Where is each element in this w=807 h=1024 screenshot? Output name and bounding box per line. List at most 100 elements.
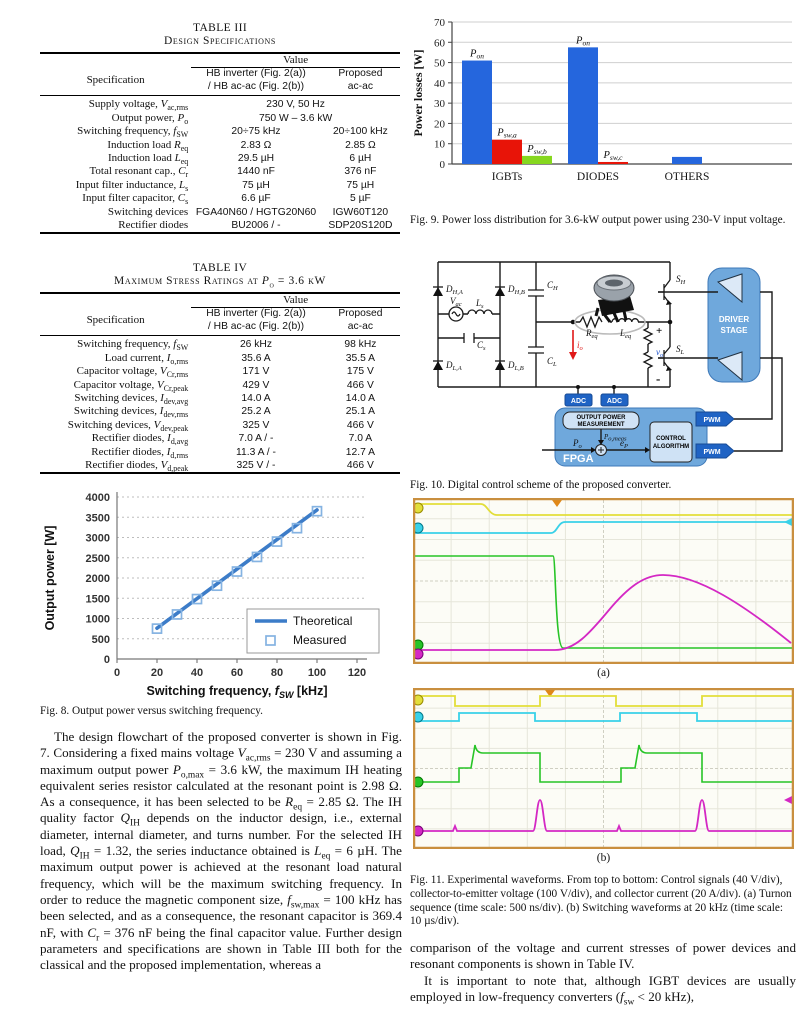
pwm2-label: PWM: [703, 449, 720, 456]
ac-source-branch: Vac Ls Cs: [438, 296, 500, 352]
pwm1-wire: [734, 291, 773, 420]
trigger-marker-icon: [552, 500, 562, 507]
table-iii-block: TABLE III Design Specifications Value Spe…: [40, 22, 400, 235]
trigger-marker-icon: [545, 690, 555, 697]
right-marker-icon: [784, 518, 792, 526]
table-row: Supply voltage, Vac,rms 230 V, 50 Hz: [88, 98, 325, 113]
scope-frame: [413, 498, 794, 664]
svg-text:1000: 1000: [86, 614, 110, 626]
table-iv-title: TABLE IV Maximum Stress Ratings at Po = …: [40, 262, 400, 289]
svg-text:Theoretical: Theoretical: [293, 614, 352, 628]
fig10-circuit-diagram: DH,A DH,B DL,A DL,B Vac Ls Cs CH CL Re: [433, 261, 783, 467]
ch3-marker-icon: [413, 776, 424, 788]
ca-line1: CONTROL: [656, 436, 686, 442]
paragraph: comparison of the voltage and current st…: [410, 940, 796, 972]
svg-text:OTHERS: OTHERS: [665, 171, 710, 183]
svg-text:Psw,b: Psw,b: [526, 144, 547, 156]
label-dla: DL,A: [445, 360, 462, 372]
label-leq: Leq: [619, 328, 632, 340]
table-header-row: Value: [40, 293, 400, 309]
voltage-divider: + vo -: [642, 322, 664, 387]
trace-collector-emitter-voltage: [415, 744, 792, 783]
ch2-marker-icon: [413, 522, 424, 534]
trace-control-signal-1: [415, 503, 792, 516]
diode-dha-icon: [433, 286, 443, 296]
fig10-caption: Fig. 10. Digital control scheme of the p…: [410, 479, 672, 491]
fpga-block: OUTPUT POWER MEASUREMENT Po Po,meas eP C…: [542, 291, 783, 467]
svg-text:40: 40: [191, 667, 203, 679]
svg-text:60: 60: [231, 667, 243, 679]
svg-text:3500: 3500: [86, 512, 110, 524]
fig11-caption: Fig. 11. Experimental waveforms. From to…: [410, 874, 792, 928]
ch-capacitor-icon: [528, 289, 544, 297]
req-resistor-icon: [579, 315, 603, 329]
ca-line2: ALGORITHM: [653, 444, 689, 450]
label-req: Req: [585, 328, 598, 340]
igbt-sl-icon: [658, 346, 672, 371]
svg-text:Pon: Pon: [575, 35, 590, 47]
ac-source-icon: [448, 306, 464, 322]
trace-collector-current: [415, 799, 792, 832]
svg-text:3000: 3000: [86, 533, 110, 545]
stress-ratings-table: Value Specification HB inverter (Fig. 2(a)…: [40, 292, 400, 475]
bus-wires: [437, 261, 670, 388]
induction-pot-image: [593, 274, 635, 323]
table-row: Input filter inductance, Ls 75 µH 75 µH: [75, 178, 375, 194]
table-row: Rectifier diodes BU2006 / - SDP20S120D: [118, 219, 393, 232]
table-row: Load current, Io,rms 35.6 A 35.5 A: [104, 351, 375, 366]
svg-text:20: 20: [434, 118, 446, 130]
label-ep: eP: [620, 438, 628, 450]
cl-capacitor-icon: [528, 346, 544, 354]
trace-control-signal-2: [415, 712, 792, 722]
paragraph: It is important to note that, although I…: [410, 972, 796, 1008]
label-cs: Cs: [477, 340, 486, 352]
svg-text:60: 60: [434, 37, 446, 49]
svg-text:0: 0: [114, 667, 120, 679]
divider-resistor-top-icon: [642, 327, 654, 345]
svg-text:500: 500: [92, 634, 110, 646]
svg-text:DIODES: DIODES: [577, 171, 619, 183]
label-ch: CH: [547, 280, 558, 292]
svg-text:1500: 1500: [86, 593, 110, 605]
svg-text:Psw,a: Psw,a: [496, 128, 517, 140]
trace-collector-emitter-voltage: [415, 555, 792, 649]
svg-text:2500: 2500: [86, 553, 110, 565]
ch1-marker-icon: [413, 502, 424, 514]
table-header-row: Specification HB inverter (Fig. 2(a)) / HB…: [40, 307, 400, 337]
svg-text:120: 120: [348, 667, 366, 679]
trace-collector-current: [415, 574, 792, 651]
label-pomeas: Po,meas: [603, 433, 627, 443]
fig8-caption: Fig. 8. Output power versus switching fr…: [40, 705, 263, 717]
pwm1-label: PWM: [703, 417, 720, 424]
trace-control-signal-1: [415, 695, 792, 707]
table-row: Induction load Leq 29.5 µH 6 µH: [107, 152, 372, 167]
opm-line1: OUTPUT POWER: [577, 415, 627, 421]
table-row: Rectifier diodes, Vd,peak 325 V / -466 V: [85, 459, 374, 474]
fig11a-label: (a): [597, 667, 610, 679]
trace-control-signal-2: [415, 521, 792, 534]
svg-text:Power losses [W]: Power losses [W]: [411, 49, 425, 136]
label-minus: -: [656, 371, 660, 386]
ls-inductor-icon: [467, 309, 493, 315]
svg-text:Measured: Measured: [293, 633, 346, 647]
ch4-marker-icon: [413, 825, 424, 837]
ch4-marker-icon: [413, 648, 424, 660]
svg-text:50: 50: [434, 58, 446, 70]
table-iv-block: TABLE IV Maximum Stress Ratings at Po = …: [40, 262, 400, 475]
ch2-marker-icon: [413, 711, 424, 723]
label-plus: +: [656, 325, 662, 337]
table-row: Switching devices, Idev,avg 14.0 A 14.0 A: [74, 392, 375, 407]
pwm2-wire: [734, 357, 783, 452]
svg-text:0: 0: [440, 159, 446, 171]
svg-text:40: 40: [434, 78, 446, 90]
svg-text:Output power [W]: Output power [W]: [43, 526, 57, 631]
switch-leg: SH SL: [658, 262, 686, 387]
adc1-label: ADC: [571, 398, 586, 405]
table-iv-number: TABLE IV: [192, 262, 248, 274]
svg-text:0: 0: [104, 654, 110, 666]
svg-text:2000: 2000: [86, 573, 110, 585]
driver-stage-line2: STAGE: [721, 326, 749, 335]
label-sh: SH: [676, 274, 686, 286]
driver-stage-block: DRIVER STAGE: [658, 267, 761, 383]
